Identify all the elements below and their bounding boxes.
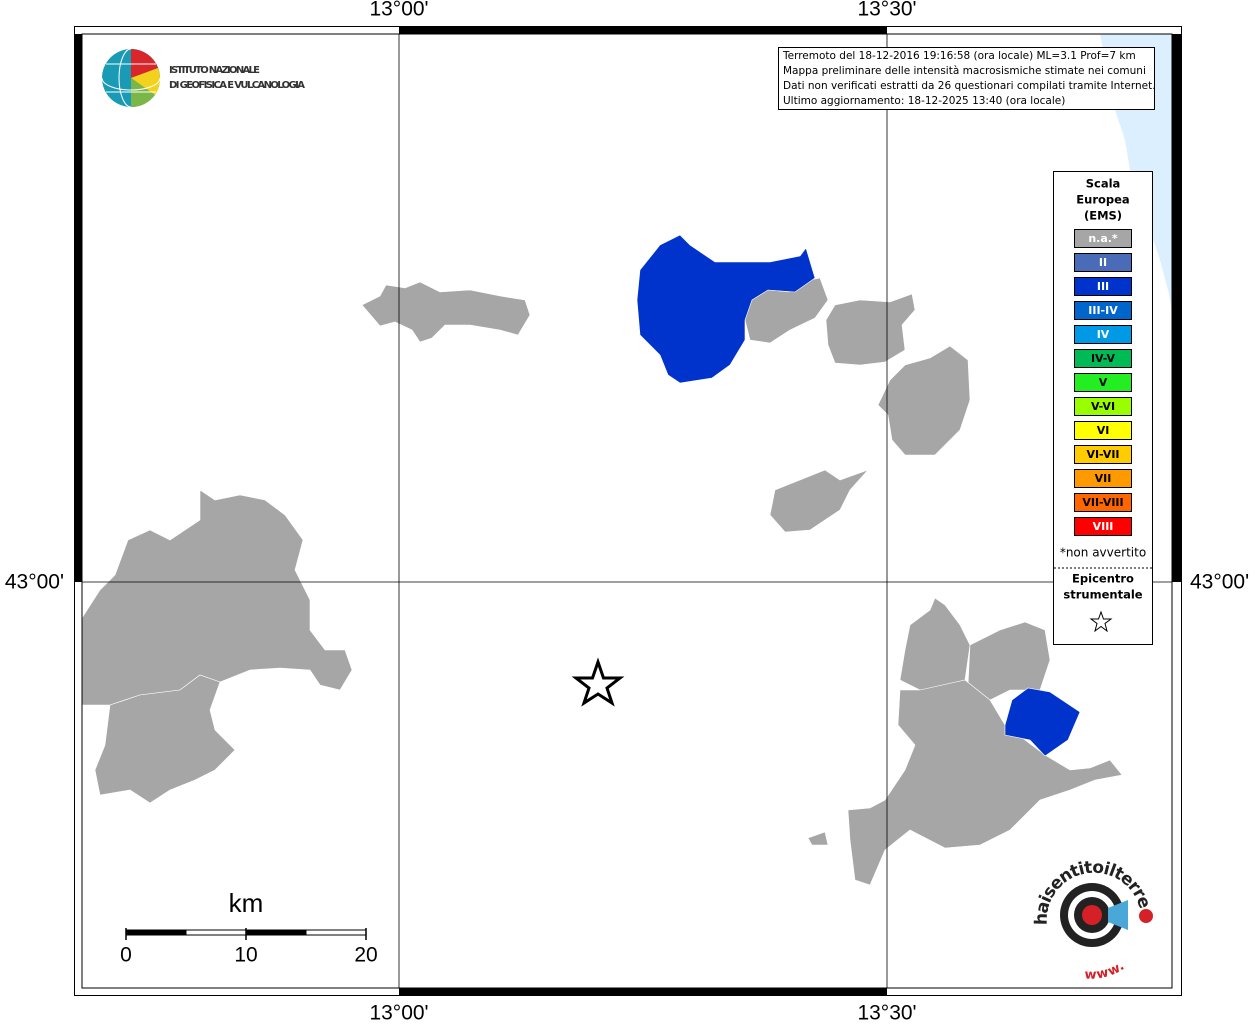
logo-text: ISTITUTO NAZIONALE: [169, 65, 260, 76]
info-line: Terremoto del 18-12-2016 19:16:58 (ora l…: [782, 50, 1136, 62]
logo-www-path: www.: [1084, 958, 1126, 982]
lat-label: 43°00': [5, 571, 64, 594]
logo-speaker: [1108, 900, 1128, 930]
frame-bar: [399, 26, 887, 34]
scale-tick-label: 20: [354, 944, 377, 967]
frame-bar: [399, 988, 887, 996]
legend-label: VI-VII: [1086, 448, 1119, 461]
legend-swatch: [1074, 229, 1132, 248]
logo-text: DI GEOFISICA E VULCANOLOGIA: [169, 80, 305, 91]
legend: ScalaEuropea(EMS)n.a.*IIIIIIII-IVIVIV-VV…: [1074, 177, 1132, 536]
legend-label: VIII: [1093, 520, 1114, 533]
legend-swatch: [1074, 421, 1132, 440]
scale-segment: [305, 929, 367, 936]
legend-epicentre: strumentale: [1063, 588, 1142, 602]
legend-label: VII: [1095, 472, 1112, 485]
municipalities: [81, 277, 1123, 886]
legend-label: II: [1099, 256, 1107, 269]
scale-tick-label: 10: [234, 944, 257, 967]
legend-swatch: [1074, 493, 1132, 512]
legend-swatch: [1074, 301, 1132, 320]
legend-swatch: [1074, 469, 1132, 488]
intensity-III-areas: [636, 234, 1081, 757]
info-line: Mappa preliminare delle intensità macros…: [783, 65, 1146, 77]
scale-segment: [245, 929, 307, 936]
legend-swatch: [1074, 349, 1132, 368]
ingv-logo: ISTITUTO NAZIONALE DI GEOFISICA E VULCAN…: [101, 48, 305, 108]
legend-label: VII-VIII: [1082, 496, 1123, 509]
legend-swatch: [1074, 445, 1132, 464]
logo-center: [1082, 905, 1102, 925]
legend-title: (EMS): [1084, 209, 1122, 223]
legend-swatch: [1074, 277, 1132, 296]
scale-tick-label: 0: [120, 944, 132, 967]
lon-label: 13°00': [369, 0, 428, 21]
lon-label: 13°30': [857, 0, 916, 21]
frame-bar: [74, 34, 82, 582]
info-box: [778, 47, 1155, 110]
logo-lines: [101, 48, 161, 108]
logo-segment: [131, 68, 161, 95]
logo-segment: [131, 78, 155, 108]
legend-label: V-VI: [1091, 400, 1115, 413]
legend-label: III-IV: [1088, 304, 1118, 317]
legend-swatch: [1074, 397, 1132, 416]
legend-label: VI: [1097, 424, 1110, 437]
lat-label: 43°00': [1190, 571, 1249, 594]
legend-label: IV: [1097, 328, 1110, 341]
legend-label: III: [1097, 280, 1109, 293]
lon-label: 13°00': [369, 1002, 428, 1024]
info-line: Ultimo aggiornamento: 18-12-2025 13:40 (…: [783, 95, 1065, 107]
scale-segment: [185, 929, 247, 936]
legend-note: *non avvertito: [1060, 546, 1146, 560]
lon-label: 13°30': [857, 1002, 916, 1024]
frame: [74, 26, 1182, 996]
info-line: Dati non verificati estratti da 26 quest…: [783, 80, 1156, 92]
scale-bar: 0 10 20: [120, 928, 378, 967]
legend-label: n.a.*: [1088, 232, 1118, 245]
epicentre-star: [571, 657, 625, 707]
legend-swatch: [1074, 373, 1132, 392]
graticule: [82, 34, 1172, 988]
legend-swatch: [1074, 325, 1132, 344]
legend-label: V: [1099, 376, 1108, 389]
legend-star: [1089, 610, 1113, 633]
legend-title: Europea: [1076, 193, 1129, 207]
info-lines: Terremoto del 18-12-2016 19:16:58 (ora l…: [782, 50, 1156, 107]
legend-title: Scala: [1086, 177, 1121, 191]
logo-dot: [1139, 909, 1153, 923]
frame-bar: [1172, 34, 1181, 582]
logo-www: www.: [1084, 958, 1126, 982]
legend-swatch: [1074, 517, 1132, 536]
legend-swatch: [1074, 253, 1132, 272]
legend-label: IV-V: [1091, 352, 1116, 365]
scale-unit: km: [229, 888, 264, 918]
legend-epicentre: Epicentro: [1072, 572, 1134, 586]
scale-segment: [125, 929, 187, 936]
